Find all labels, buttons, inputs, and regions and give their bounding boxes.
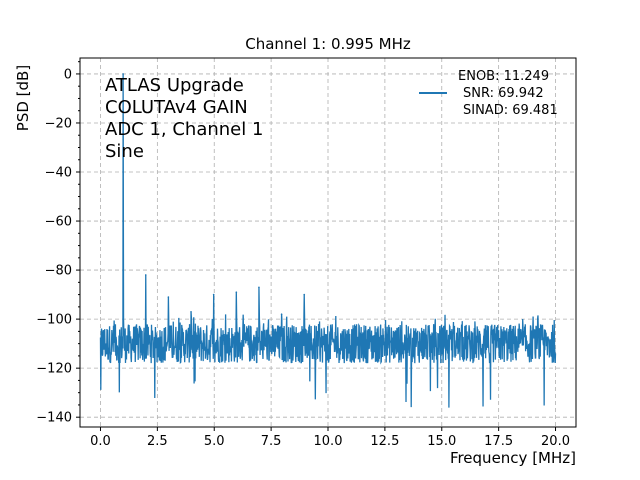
y-tick-label: −20 (45, 116, 72, 131)
legend-entry-enob: ENOB: 11.249 (458, 69, 549, 84)
y-axis-ticks: 0 −20 −40 −60 −80 −100 −120 −140 (36, 61, 80, 426)
psd-peak-point (303, 293, 306, 296)
chart-title: Channel 1: 0.995 MHz (245, 35, 411, 53)
x-tick-label: 2.5 (147, 434, 168, 449)
y-tick-label: −140 (36, 411, 72, 426)
psd-peak-point (122, 73, 124, 75)
y-tick-label: −100 (36, 313, 72, 328)
x-tick-label: 5.0 (204, 434, 225, 449)
psd-peak-point (280, 313, 283, 316)
legend: ENOB: 11.249 SNR: 69.942 SINAD: 69.481 (419, 69, 558, 118)
legend-entry-sinad: SINAD: 69.481 (463, 103, 558, 118)
x-tick-label: 0.0 (90, 434, 111, 449)
psd-peak-point (212, 293, 215, 296)
x-axis-label: Frequency [MHz] (450, 449, 576, 467)
y-tick-label: −80 (45, 264, 72, 279)
annotation-line-signal: Sine (105, 141, 144, 162)
psd-peak-point (190, 310, 192, 313)
x-axis-ticks: 0.0 2.5 5.0 7.5 10.0 12.5 15.0 17.5 20.0 (90, 427, 570, 449)
x-tick-label: 10.0 (314, 434, 343, 449)
annotation-block: ATLAS Upgrade COLUTAv4 GAIN ADC 1, Chann… (105, 75, 263, 162)
psd-peak-point (235, 291, 238, 293)
y-tick-label: −40 (45, 166, 72, 181)
annotation-line-channel: ADC 1, Channel 1 (105, 119, 263, 140)
y-tick-label: −120 (36, 362, 72, 377)
psd-peak-point (144, 274, 147, 276)
psd-series (99, 73, 557, 408)
x-tick-label: 15.0 (427, 434, 456, 449)
annotation-line-experiment: ATLAS Upgrade (105, 75, 244, 96)
psd-peak-point (167, 296, 170, 298)
x-tick-label: 12.5 (370, 434, 399, 449)
legend-entry-snr: SNR: 69.942 (463, 86, 544, 101)
grid (80, 58, 576, 427)
psd-line (99, 73, 557, 408)
y-tick-label: 0 (64, 67, 72, 82)
psd-peak-point (258, 286, 260, 289)
x-tick-label: 20.0 (541, 434, 570, 449)
annotation-line-chip: COLUTAv4 GAIN (105, 97, 248, 118)
x-tick-label: 17.5 (484, 434, 513, 449)
x-tick-label: 7.5 (261, 434, 282, 449)
y-axis-label: PSD [dB] (14, 65, 32, 131)
y-tick-label: −60 (45, 215, 72, 230)
